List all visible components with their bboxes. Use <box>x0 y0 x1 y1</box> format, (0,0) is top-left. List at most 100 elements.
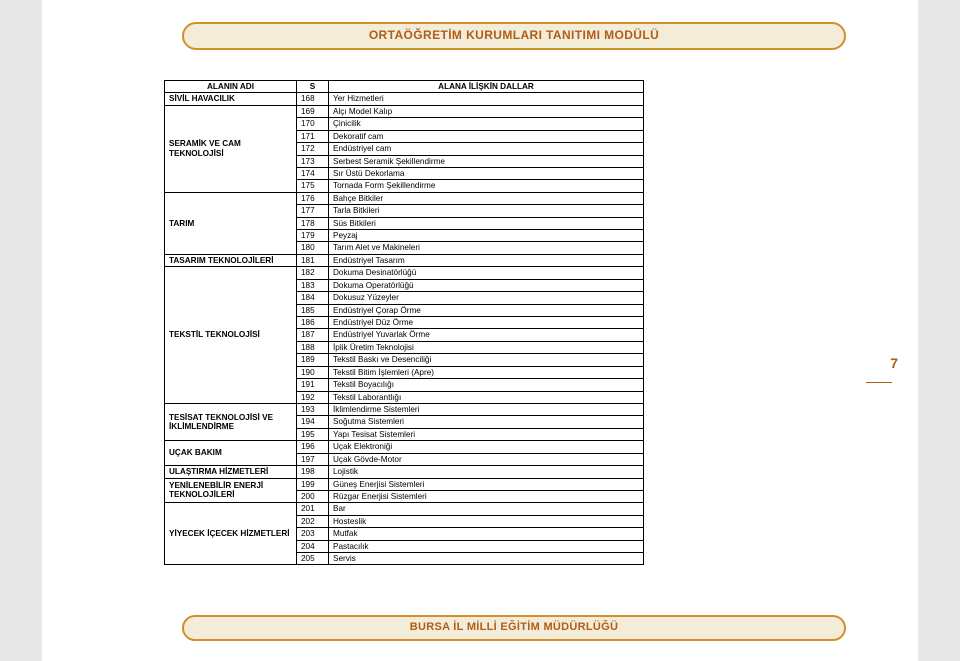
col-s: S <box>297 81 329 93</box>
cell-s: 201 <box>297 503 329 515</box>
cell-dal: Bahçe Bitkiler <box>329 192 644 204</box>
header-bar: ORTAÖĞRETİM KURUMLARI TANITIMI MODÜLÜ <box>182 22 846 50</box>
cell-s: 179 <box>297 230 329 242</box>
cell-dal: Endüstriyel Yuvarlak Örme <box>329 329 644 341</box>
cell-dal: Yer Hizmetleri <box>329 93 644 105</box>
cell-s: 183 <box>297 279 329 291</box>
cell-alan: SERAMİK VE CAM TEKNOLOJİSİ <box>165 105 297 192</box>
cell-alan: UÇAK BAKIM <box>165 441 297 466</box>
cell-s: 175 <box>297 180 329 192</box>
cell-dal: Tekstil Boyacılığı <box>329 379 644 391</box>
cell-dal: Tarla Bitkileri <box>329 205 644 217</box>
cell-s: 202 <box>297 515 329 527</box>
cell-dal: Lojistik <box>329 466 644 478</box>
cell-dal: Dokuma Desinatörlüğü <box>329 267 644 279</box>
table-row: YİYECEK İÇECEK HİZMETLERİ201Bar <box>165 503 644 515</box>
cell-s: 205 <box>297 553 329 565</box>
cell-s: 181 <box>297 254 329 266</box>
cell-s: 169 <box>297 105 329 117</box>
cell-dal: Dokusuz Yüzeyler <box>329 292 644 304</box>
cell-s: 171 <box>297 130 329 142</box>
cell-dal: Pastacılık <box>329 540 644 552</box>
cell-s: 203 <box>297 528 329 540</box>
cell-s: 192 <box>297 391 329 403</box>
cell-s: 191 <box>297 379 329 391</box>
cell-dal: Alçı Model Kalıp <box>329 105 644 117</box>
cell-s: 185 <box>297 304 329 316</box>
page-number: 7 <box>890 355 898 371</box>
cell-s: 199 <box>297 478 329 490</box>
cell-alan: ULAŞTIRMA HİZMETLERİ <box>165 466 297 478</box>
cell-s: 180 <box>297 242 329 254</box>
cell-alan: YENİLENEBİLİR ENERJİ TEKNOLOJİLERİ <box>165 478 297 503</box>
cell-s: 173 <box>297 155 329 167</box>
cell-s: 170 <box>297 118 329 130</box>
cell-dal: Rüzgar Enerjisi Sistemleri <box>329 490 644 502</box>
cell-s: 184 <box>297 292 329 304</box>
page: ORTAÖĞRETİM KURUMLARI TANITIMI MODÜLÜ 7 … <box>42 0 918 661</box>
table-row: ULAŞTIRMA HİZMETLERİ198Lojistik <box>165 466 644 478</box>
cell-s: 196 <box>297 441 329 453</box>
cell-alan: TARIM <box>165 192 297 254</box>
cell-dal: İplik Üretim Teknolojisi <box>329 341 644 353</box>
table-row: SİVİL HAVACILIK168Yer Hizmetleri <box>165 93 644 105</box>
cell-dal: Bar <box>329 503 644 515</box>
cell-dal: Tekstil Laborantlığı <box>329 391 644 403</box>
cell-s: 204 <box>297 540 329 552</box>
cell-s: 193 <box>297 403 329 415</box>
cell-dal: Süs Bitkileri <box>329 217 644 229</box>
table-header-row: ALANIN ADI S ALANA İLİŞKİN DALLAR <box>165 81 644 93</box>
cell-s: 187 <box>297 329 329 341</box>
cell-alan: YİYECEK İÇECEK HİZMETLERİ <box>165 503 297 565</box>
cell-dal: Sır Üstü Dekorlama <box>329 167 644 179</box>
cell-alan: TEKSTİL TEKNOLOJİSİ <box>165 267 297 404</box>
cell-dal: Tornada Form Şekillendirme <box>329 180 644 192</box>
cell-s: 174 <box>297 167 329 179</box>
col-alan: ALANIN ADI <box>165 81 297 93</box>
cell-dal: Yapı Tesisat Sistemleri <box>329 428 644 440</box>
cell-s: 189 <box>297 354 329 366</box>
cell-s: 182 <box>297 267 329 279</box>
cell-s: 200 <box>297 490 329 502</box>
cell-dal: Tekstil Baskı ve Desenciliği <box>329 354 644 366</box>
cell-dal: Tarım Alet ve Makineleri <box>329 242 644 254</box>
cell-s: 172 <box>297 143 329 155</box>
table-row: SERAMİK VE CAM TEKNOLOJİSİ169Alçı Model … <box>165 105 644 117</box>
cell-s: 168 <box>297 93 329 105</box>
page-number-underline <box>866 382 892 383</box>
cell-s: 176 <box>297 192 329 204</box>
cell-dal: Endüstriyel Çorap Örme <box>329 304 644 316</box>
cell-s: 190 <box>297 366 329 378</box>
cell-s: 197 <box>297 453 329 465</box>
table-row: TESİSAT TEKNOLOJİSİ VE İKLİMLENDİRME193İ… <box>165 403 644 415</box>
cell-dal: Güneş Enerjisi Sistemleri <box>329 478 644 490</box>
table-row: TEKSTİL TEKNOLOJİSİ182Dokuma Desinatörlü… <box>165 267 644 279</box>
cell-s: 198 <box>297 466 329 478</box>
table-wrap: ALANIN ADI S ALANA İLİŞKİN DALLAR SİVİL … <box>164 80 644 565</box>
cell-dal: Hosteslik <box>329 515 644 527</box>
table-row: YENİLENEBİLİR ENERJİ TEKNOLOJİLERİ199Gün… <box>165 478 644 490</box>
cell-dal: Peyzaj <box>329 230 644 242</box>
cell-alan: SİVİL HAVACILIK <box>165 93 297 105</box>
cell-s: 194 <box>297 416 329 428</box>
cell-dal: Soğutma Sistemleri <box>329 416 644 428</box>
cell-dal: Uçak Gövde-Motor <box>329 453 644 465</box>
fields-table: ALANIN ADI S ALANA İLİŞKİN DALLAR SİVİL … <box>164 80 644 565</box>
col-dallar: ALANA İLİŞKİN DALLAR <box>329 81 644 93</box>
cell-dal: Endüstriyel Düz Örme <box>329 317 644 329</box>
table-row: UÇAK BAKIM196Uçak Elektroniği <box>165 441 644 453</box>
cell-dal: Endüstriyel Tasarım <box>329 254 644 266</box>
cell-dal: Çinicilik <box>329 118 644 130</box>
cell-dal: Mutfak <box>329 528 644 540</box>
cell-dal: Endüstriyel cam <box>329 143 644 155</box>
cell-dal: Dekoratif cam <box>329 130 644 142</box>
cell-dal: Tekstil Bitim İşlemleri (Apre) <box>329 366 644 378</box>
cell-alan: TESİSAT TEKNOLOJİSİ VE İKLİMLENDİRME <box>165 403 297 440</box>
cell-alan: TASARIM TEKNOLOJİLERİ <box>165 254 297 266</box>
cell-s: 195 <box>297 428 329 440</box>
cell-dal: Servis <box>329 553 644 565</box>
cell-s: 178 <box>297 217 329 229</box>
cell-dal: Serbest Seramik Şekillendirme <box>329 155 644 167</box>
cell-s: 177 <box>297 205 329 217</box>
cell-s: 186 <box>297 317 329 329</box>
